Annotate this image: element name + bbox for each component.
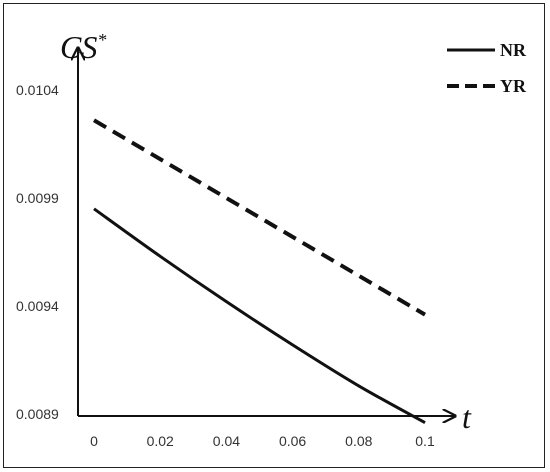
x-tick-label: 0.04 (213, 433, 240, 449)
x-tick-labels: 0 0.02 0.04 0.06 0.08 0.1 (90, 433, 435, 449)
y-tick-label: 0.0089 (16, 406, 59, 422)
series-lines (92, 118, 427, 424)
legend-label-nr: NR (500, 40, 527, 60)
x-axis-label: t (462, 399, 472, 435)
y-tick-label: 0.0104 (16, 82, 59, 98)
legend-label-yr: YR (500, 76, 527, 96)
series-line-nr (93, 207, 426, 424)
x-tick-label: 0.06 (279, 433, 306, 449)
x-tick-label: 0.02 (147, 433, 174, 449)
chart-frame (3, 3, 545, 468)
y-axis-label: CS* (60, 29, 106, 65)
x-tick-label: 0 (90, 433, 98, 449)
legend: NR YR (447, 40, 527, 96)
x-tick-label: 0.08 (345, 433, 372, 449)
y-tick-label: 0.0099 (16, 190, 59, 206)
x-tick-label: 0.1 (415, 433, 435, 449)
y-tick-label: 0.0094 (16, 298, 59, 314)
y-tick-labels: 0.0104 0.0099 0.0094 0.0089 (16, 82, 59, 422)
series-line-yr (92, 118, 427, 317)
